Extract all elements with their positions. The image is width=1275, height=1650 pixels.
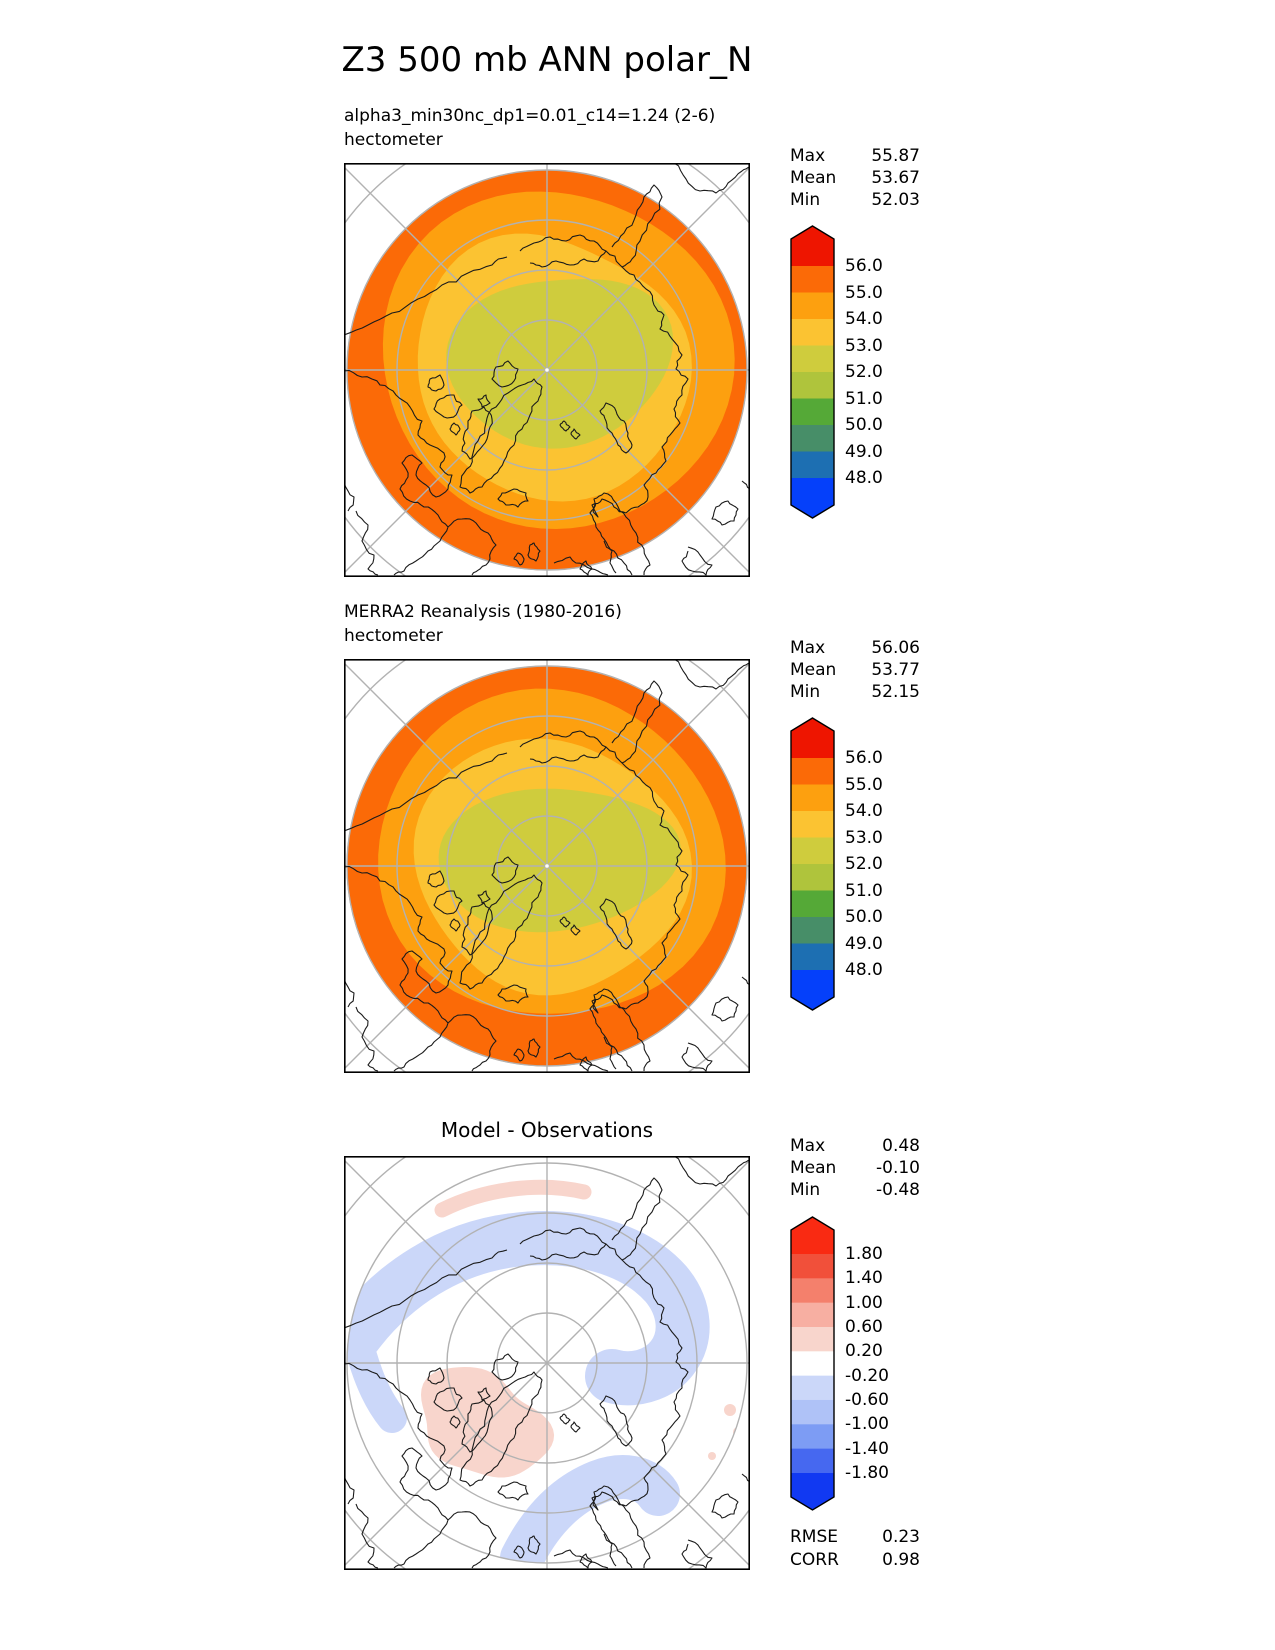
colorbar-difference: 1.80 1.40 1.00 0.60 0.20 -0.20 -0.60 -1.00 -1.40…	[790, 1216, 940, 1511]
polar-map-model	[247, 70, 847, 670]
map-svg	[247, 1063, 847, 1650]
polar-map-reference	[247, 566, 847, 1166]
stat-label: Max	[790, 638, 826, 658]
colorbar-tick-label: 55.0	[845, 774, 883, 795]
stat-value: 0.48	[882, 1136, 920, 1156]
metric-value: 0.23	[882, 1527, 920, 1547]
panel1-units: hectometer	[344, 130, 443, 150]
metric-row-corr: CORR 0.98	[790, 1549, 920, 1572]
colorbar-tick-label: 49.0	[845, 441, 883, 462]
stat-row-min: Min -0.48	[790, 1179, 920, 1201]
polar-map-difference	[247, 1063, 847, 1650]
coastline-layer	[343, 1155, 751, 1569]
stat-value: 53.77	[871, 660, 920, 680]
stat-value: 52.03	[871, 190, 920, 210]
stat-label: Min	[790, 682, 821, 702]
colorbar-tick-label: 55.0	[845, 282, 883, 303]
colorbar-tick-label: 51.0	[845, 388, 883, 409]
panel1-header: alpha3_min30nc_dp1=0.01_c14=1.24 (2-6) h…	[344, 104, 715, 152]
colorbar-tick-label: 1.40	[845, 1268, 883, 1289]
map-frame	[344, 1156, 750, 1570]
stat-value: -0.10	[876, 1158, 920, 1178]
map-svg	[247, 566, 847, 1166]
stat-label: Mean	[790, 168, 837, 188]
colorbar-tick-label: -1.40	[845, 1438, 889, 1459]
colorbar-tick-label: 54.0	[845, 801, 883, 821]
colorbar-tick-label: 0.60	[845, 1316, 883, 1337]
stat-row-mean: Mean 53.67	[790, 167, 920, 189]
colorbar-tick-label: 49.0	[845, 933, 883, 954]
map-svg	[247, 70, 847, 670]
metric-row-rmse: RMSE 0.23	[790, 1526, 920, 1549]
colorbar-svg	[790, 1216, 835, 1511]
panel3-metrics: RMSE 0.23 CORR 0.98	[790, 1526, 920, 1572]
colorbar-tick-label: 48.0	[845, 468, 883, 488]
panel3-stats: Max 0.48 Mean -0.10 Min -0.48	[790, 1135, 920, 1201]
metric-label: CORR	[790, 1550, 839, 1570]
stat-row-mean: Mean 53.77	[790, 659, 920, 681]
stat-label: Mean	[790, 660, 837, 680]
stat-label: Mean	[790, 1158, 837, 1178]
colorbar-tick-label: 56.0	[845, 748, 883, 768]
colorbar-tick-label: 0.20	[845, 1341, 883, 1362]
colorbar-tick-label: 53.0	[845, 335, 883, 356]
metric-label: RMSE	[790, 1527, 839, 1547]
stat-value: 53.67	[871, 168, 920, 188]
stat-label: Max	[790, 1136, 826, 1156]
panel2-units: hectometer	[344, 626, 443, 646]
stat-row-min: Min 52.03	[790, 189, 920, 211]
colorbar-tick-label: 54.0	[845, 309, 883, 329]
pole-marker	[545, 864, 549, 868]
colorbar-tick-label: 1.00	[845, 1292, 883, 1313]
colorbar-model: 56.0 55.0 54.0 53.0 52.0 51.0 50.0 49.0 48.0	[790, 225, 940, 519]
graticule-layer	[247, 1063, 847, 1650]
stat-value: -0.48	[876, 1180, 920, 1200]
stat-row-min: Min 52.15	[790, 681, 920, 703]
stat-row-mean: Mean -0.10	[790, 1157, 920, 1179]
colorbar-svg	[790, 717, 835, 1011]
stat-row-max: Max 55.87	[790, 145, 920, 167]
map-frame	[344, 163, 750, 577]
colorbar-tick-label: 52.0	[845, 854, 883, 874]
stat-row-max: Max 0.48	[790, 1135, 920, 1157]
colorbar-tick-label: -0.60	[845, 1389, 889, 1410]
stat-value: 56.06	[871, 638, 920, 658]
panel2-header: MERRA2 Reanalysis (1980-2016) hectometer	[344, 600, 622, 648]
colorbar-reference: 56.0 55.0 54.0 53.0 52.0 51.0 50.0 49.0 48.0	[790, 717, 940, 1011]
stat-value: 52.15	[871, 682, 920, 702]
panel2-stats: Max 56.06 Mean 53.77 Min 52.15	[790, 637, 920, 703]
coastline-layer	[343, 162, 751, 576]
colorbar-svg	[790, 225, 835, 519]
stat-label: Min	[790, 190, 821, 210]
colorbar-tick-label: 51.0	[845, 880, 883, 901]
colorbar-tick-label: -1.00	[845, 1414, 889, 1435]
stat-row-max: Max 56.06	[790, 637, 920, 659]
coastline-layer	[343, 658, 751, 1072]
panel2-subtitle: MERRA2 Reanalysis (1980-2016)	[344, 602, 622, 622]
stat-label: Max	[790, 146, 826, 166]
colorbar-tick-label: 48.0	[845, 960, 883, 980]
panel1-stats: Max 55.87 Mean 53.67 Min 52.03	[790, 145, 920, 211]
metric-value: 0.98	[882, 1550, 920, 1570]
pole-marker	[545, 368, 549, 372]
map-frame	[344, 659, 750, 1073]
stat-label: Min	[790, 1180, 821, 1200]
colorbar-tick-label: -0.20	[845, 1365, 889, 1386]
colorbar-tick-label: 52.0	[845, 362, 883, 382]
colorbar-tick-label: -1.80	[845, 1462, 889, 1483]
colorbar-tick-label: 50.0	[845, 415, 883, 435]
colorbar-tick-label: 1.80	[845, 1244, 883, 1264]
colorbar-tick-label: 53.0	[845, 827, 883, 848]
panel1-subtitle: alpha3_min30nc_dp1=0.01_c14=1.24 (2-6)	[344, 106, 716, 126]
colorbar-tick-label: 50.0	[845, 907, 883, 927]
stat-value: 55.87	[871, 146, 920, 166]
figure-title: Z3 500 mb ANN polar_N	[341, 40, 753, 80]
panel3-title: Model - Observations	[440, 1118, 654, 1142]
colorbar-tick-label: 56.0	[845, 256, 883, 276]
